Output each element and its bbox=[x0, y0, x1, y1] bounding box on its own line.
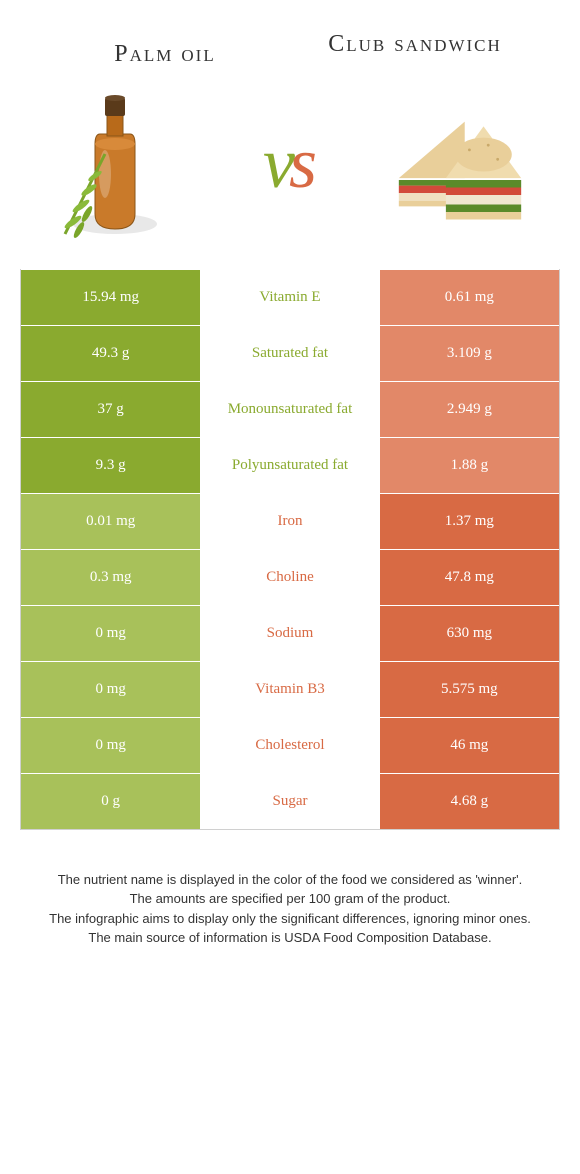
nutrient-label: Iron bbox=[200, 494, 379, 549]
right-value: 630 mg bbox=[380, 606, 559, 661]
right-value: 3.109 g bbox=[380, 326, 559, 381]
header: Palm oil Club sandwich bbox=[20, 20, 560, 69]
nutrient-label: Choline bbox=[200, 550, 379, 605]
nutrient-label: Sodium bbox=[200, 606, 379, 661]
left-value: 0 mg bbox=[21, 718, 200, 773]
footer-line: The amounts are specified per 100 gram o… bbox=[40, 889, 540, 909]
left-value: 9.3 g bbox=[21, 438, 200, 493]
footer-line: The nutrient name is displayed in the co… bbox=[40, 870, 540, 890]
nutrient-label: Vitamin B3 bbox=[200, 662, 379, 717]
left-value: 49.3 g bbox=[21, 326, 200, 381]
left-value: 0 mg bbox=[21, 606, 200, 661]
right-value: 2.949 g bbox=[380, 382, 559, 437]
club-sandwich-image bbox=[380, 79, 540, 249]
right-value: 46 mg bbox=[380, 718, 559, 773]
table-row: 0.01 mgIron1.37 mg bbox=[21, 493, 559, 549]
nutrient-table: 15.94 mgVitamin E0.61 mg49.3 gSaturated … bbox=[20, 269, 560, 830]
palm-oil-image bbox=[40, 79, 200, 249]
left-value: 0 g bbox=[21, 774, 200, 829]
left-value: 0.01 mg bbox=[21, 494, 200, 549]
right-value: 1.88 g bbox=[380, 438, 559, 493]
table-row: 0 mgSodium630 mg bbox=[21, 605, 559, 661]
title-left: Palm oil bbox=[40, 30, 290, 69]
right-value: 4.68 g bbox=[380, 774, 559, 829]
table-row: 15.94 mgVitamin E0.61 mg bbox=[21, 269, 559, 325]
right-value: 0.61 mg bbox=[380, 270, 559, 325]
table-row: 49.3 gSaturated fat3.109 g bbox=[21, 325, 559, 381]
footer-line: The main source of information is USDA F… bbox=[40, 928, 540, 948]
table-row: 0 mgCholesterol46 mg bbox=[21, 717, 559, 773]
right-value: 47.8 mg bbox=[380, 550, 559, 605]
right-value: 1.37 mg bbox=[380, 494, 559, 549]
nutrient-label: Polyunsaturated fat bbox=[200, 438, 379, 493]
left-value: 0 mg bbox=[21, 662, 200, 717]
nutrient-label: Saturated fat bbox=[200, 326, 379, 381]
left-value: 15.94 mg bbox=[21, 270, 200, 325]
table-row: 0.3 mgCholine47.8 mg bbox=[21, 549, 559, 605]
right-value: 5.575 mg bbox=[380, 662, 559, 717]
left-value: 37 g bbox=[21, 382, 200, 437]
table-row: 0 gSugar4.68 g bbox=[21, 773, 559, 829]
table-row: 37 gMonounsaturated fat2.949 g bbox=[21, 381, 559, 437]
table-row: 0 mgVitamin B35.575 mg bbox=[21, 661, 559, 717]
images-row: vs bbox=[20, 69, 560, 269]
vs-s: s bbox=[289, 122, 317, 205]
nutrient-label: Cholesterol bbox=[200, 718, 379, 773]
vs-label: vs bbox=[263, 122, 317, 205]
nutrient-label: Monounsaturated fat bbox=[200, 382, 379, 437]
title-right: Club sandwich bbox=[290, 30, 540, 59]
left-value: 0.3 mg bbox=[21, 550, 200, 605]
nutrient-label: Vitamin E bbox=[200, 270, 379, 325]
nutrient-label: Sugar bbox=[200, 774, 379, 829]
footer: The nutrient name is displayed in the co… bbox=[20, 830, 560, 948]
table-row: 9.3 gPolyunsaturated fat1.88 g bbox=[21, 437, 559, 493]
footer-line: The infographic aims to display only the… bbox=[40, 909, 540, 929]
